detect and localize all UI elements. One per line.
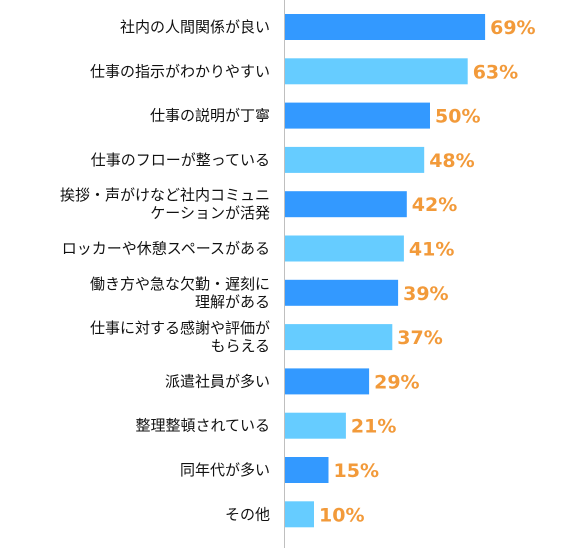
- bar-5: [285, 191, 407, 218]
- category-label-4: 仕事のフローが整っている: [91, 151, 270, 169]
- value-label-11: 15%: [334, 460, 379, 482]
- category-label-1-line-1: 社内の人間関係が良い: [120, 18, 270, 36]
- category-label-3: 仕事の説明が丁寧: [150, 107, 270, 125]
- bars-group: [285, 14, 486, 528]
- value-label-7: 39%: [403, 283, 448, 305]
- category-label-7-line-1: 働き方や急な欠勤・遅刻に: [90, 275, 270, 293]
- category-label-5-line-1: 挨拶・声がけなど社内コミュニ: [60, 186, 270, 204]
- category-label-8-line-1: 仕事に対する感謝や評価が: [90, 319, 270, 337]
- bar-10: [285, 412, 346, 439]
- bar-9: [285, 368, 370, 395]
- category-label-1: 社内の人間関係が良い: [120, 18, 270, 36]
- category-label-11-line-1: 同年代が多い: [180, 461, 270, 479]
- category-label-6: ロッカーや休憩スペースがある: [62, 240, 270, 258]
- category-label-9-line-1: 派遣社員が多い: [165, 372, 270, 390]
- value-label-5: 42%: [412, 194, 457, 216]
- value-label-2: 63%: [473, 61, 518, 83]
- bar-2: [285, 58, 468, 85]
- value-labels-group: 69% 63% 50% 48% 42% 41% 39% 37% 29% 21% 15% 10%: [319, 17, 536, 526]
- value-label-1: 69%: [490, 17, 535, 39]
- bar-12: [285, 501, 314, 528]
- category-label-8: 仕事に対する感謝や評価がもらえる: [90, 319, 270, 355]
- category-label-10-line-1: 整理整頓されている: [135, 417, 270, 435]
- category-label-4-line-1: 仕事のフローが整っている: [91, 151, 270, 169]
- bar-1: [285, 14, 486, 40]
- category-label-5-line-2: ケーションが活発: [150, 204, 270, 222]
- bar-11: [285, 457, 329, 483]
- category-label-8-line-2: もらえる: [210, 337, 270, 355]
- category-label-3-line-1: 仕事の説明が丁寧: [150, 107, 270, 125]
- category-label-2-line-1: 仕事の指示がわかりやすい: [90, 62, 270, 80]
- category-label-2: 仕事の指示がわかりやすい: [90, 62, 270, 80]
- bar-8: [285, 324, 393, 351]
- category-label-9: 派遣社員が多い: [165, 372, 270, 390]
- value-label-3: 50%: [435, 106, 480, 128]
- category-label-11: 同年代が多い: [180, 461, 270, 479]
- value-label-9: 29%: [374, 371, 419, 393]
- bar-6: [285, 235, 404, 262]
- category-label-6-line-1: ロッカーや休憩スペースがある: [62, 240, 270, 258]
- category-label-10: 整理整頓されている: [135, 417, 270, 435]
- category-label-12: その他: [225, 505, 270, 523]
- category-label-12-line-1: その他: [225, 505, 270, 523]
- value-label-8: 37%: [397, 327, 442, 349]
- category-label-7-line-2: 理解がある: [195, 293, 270, 311]
- category-label-5: 挨拶・声がけなど社内コミュニケーションが活発: [60, 186, 270, 222]
- value-label-6: 41%: [409, 239, 454, 261]
- value-label-4: 48%: [429, 150, 474, 172]
- bar-4: [285, 146, 425, 173]
- bar-7: [285, 279, 399, 306]
- value-label-12: 10%: [319, 504, 364, 526]
- category-labels-group: 社内の人間関係が良い仕事の指示がわかりやすい仕事の説明が丁寧仕事のフローが整って…: [60, 18, 270, 523]
- value-label-10: 21%: [351, 416, 396, 438]
- category-label-7: 働き方や急な欠勤・遅刻に理解がある: [90, 275, 270, 311]
- bar-3: [285, 102, 430, 129]
